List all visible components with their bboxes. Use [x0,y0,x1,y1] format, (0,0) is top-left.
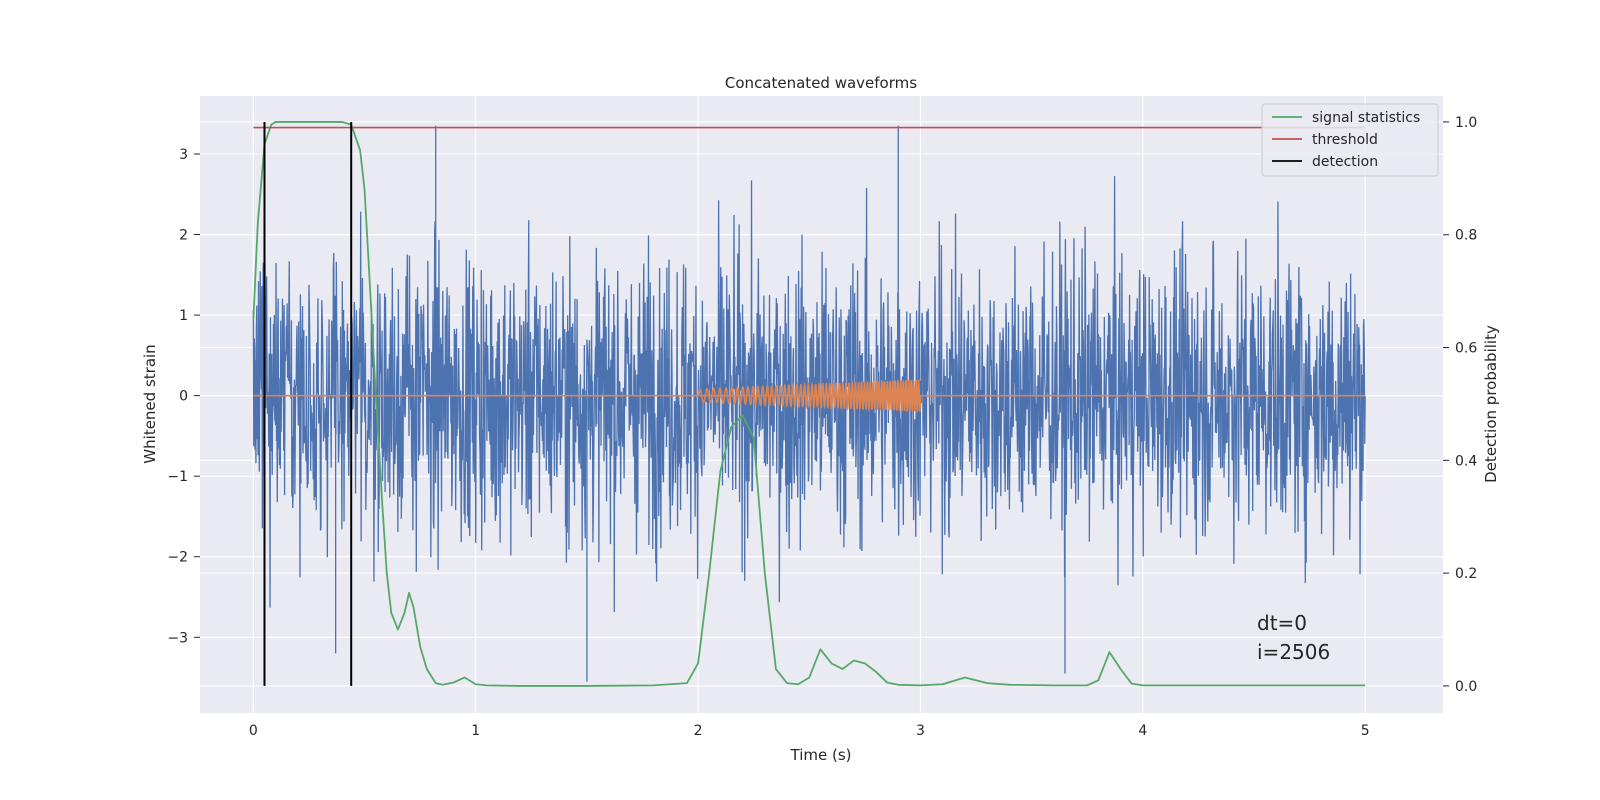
y-tick-label-right: 0.0 [1455,679,1477,695]
y-tick-label-right: 0.2 [1455,566,1477,582]
chart-title: Concatenated waveforms [725,74,917,92]
signal-statistics-line [252,121,1366,687]
legend-label-detection: detection [1312,154,1378,170]
y-tick-label-right: 0.6 [1455,341,1477,357]
x-tick-label: 1 [471,723,480,739]
y-tick-label-left: 2 [179,228,188,244]
x-tick-label: 4 [1138,723,1147,739]
y-axis-label-left: Whitened strain [141,344,159,463]
legend-box [1261,103,1439,177]
annotation-index: i=2506 [1257,640,1330,664]
x-tick-label: 2 [694,723,703,739]
y-tick-label-right: 1.0 [1455,115,1477,131]
y-tick-label-left: 0 [179,389,188,405]
y-tick-label-left: 3 [179,147,188,163]
x-tick-label: 5 [1361,723,1370,739]
x-axis-label: Time (s) [790,746,852,764]
y-tick-label-left: −3 [167,630,188,646]
strain-series-line [252,125,1366,682]
ticks: 0 1 2 3 4 5 −3 −2 −1 0 1 2 3 0.0 0.2 0.4 0.6 0.8 1.0 [167,115,1477,739]
legend-label-signal-statistics: signal statistics [1312,110,1420,126]
annotation-dt: dt=0 [1257,611,1307,635]
y-axis-label-right: Detection probability [1482,325,1500,483]
y-tick-label-right: 0.4 [1455,453,1477,469]
y-tick-label-right: 0.8 [1455,228,1477,244]
y-tick-label-left: −2 [167,550,188,566]
x-tick-label: 3 [916,723,925,739]
x-tick-label: 0 [249,723,258,739]
legend: signal statistics threshold detection [1261,103,1439,177]
legend-label-threshold: threshold [1312,132,1378,148]
y-tick-label-left: 1 [179,308,188,324]
y-tick-label-left: −1 [167,469,188,485]
injection-series-line [253,379,1366,414]
series-layer [252,121,1366,687]
